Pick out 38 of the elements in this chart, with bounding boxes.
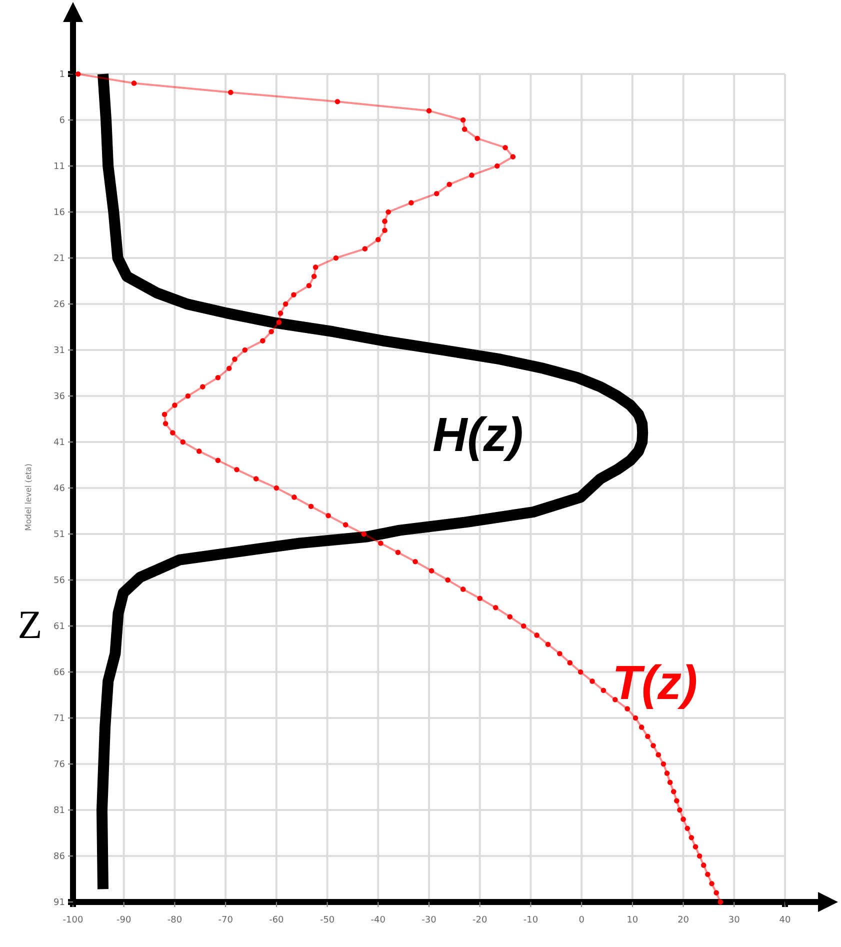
y-tick-label: 36 xyxy=(54,392,66,402)
y-tick-label: 51 xyxy=(54,530,65,540)
y-axis-title: Z xyxy=(18,602,42,647)
y-tick-label: 61 xyxy=(54,622,65,632)
y-tick-label: 56 xyxy=(54,576,66,586)
y-tick-label: 41 xyxy=(54,438,65,448)
y-tick-label: 76 xyxy=(54,760,66,770)
y-tick-label: 1 xyxy=(59,70,65,80)
x-tick-label: -60 xyxy=(269,916,284,926)
y-tick-label: 46 xyxy=(54,484,66,494)
x-tick-label: 30 xyxy=(728,916,740,926)
y-tick-label: 66 xyxy=(54,668,66,678)
series-label: H(z) xyxy=(432,408,524,462)
y-tick-label: 31 xyxy=(54,346,65,356)
x-tick-label: -20 xyxy=(472,916,488,926)
y-tick-label: 11 xyxy=(54,162,65,172)
x-tick-label: -70 xyxy=(218,916,234,926)
text: Model level (eta) xyxy=(24,464,33,531)
x-tick-label: -100 xyxy=(62,916,84,926)
y-tick-label: 86 xyxy=(54,852,66,862)
x-tick-label: 0 xyxy=(578,916,585,926)
x-tick-label: -30 xyxy=(422,916,437,926)
x-tick-label: 10 xyxy=(626,916,638,926)
y-tick-label: 21 xyxy=(54,254,65,264)
x-tick-label: 40 xyxy=(779,916,791,926)
y-tick-label: 6 xyxy=(59,116,66,126)
x-tick-label: -90 xyxy=(116,916,132,926)
y-tick-label: 26 xyxy=(54,300,66,310)
x-tick-label: -40 xyxy=(370,916,386,926)
x-tick-label: -10 xyxy=(523,916,538,926)
y-tick-label: 81 xyxy=(54,806,65,816)
y-tick-label: 71 xyxy=(54,714,65,724)
x-tick-label: -80 xyxy=(167,916,182,926)
y-tick-label: 16 xyxy=(54,208,66,218)
x-tick-label: -50 xyxy=(320,916,335,926)
x-tick-label: 20 xyxy=(678,916,690,926)
series-label: T(z) xyxy=(612,657,698,710)
y-tick-label: 91 xyxy=(54,898,65,908)
